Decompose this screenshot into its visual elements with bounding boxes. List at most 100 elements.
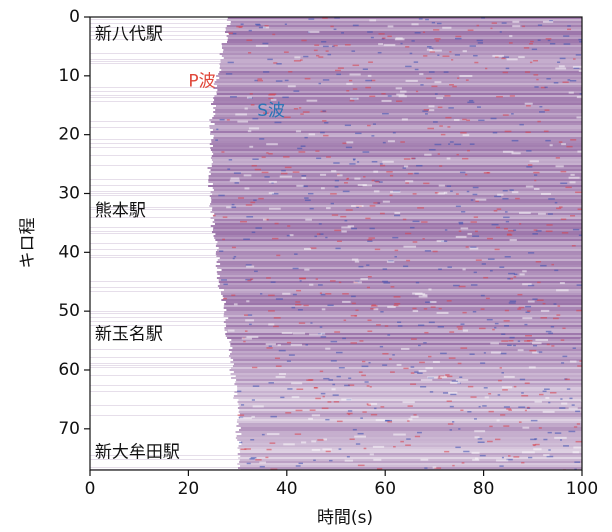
texture-row [212, 209, 582, 211]
texture-row [208, 181, 582, 183]
texture-blip [387, 334, 391, 336]
texture-blip [410, 372, 415, 374]
texture-row [216, 79, 582, 81]
texture-blip [344, 182, 348, 184]
texture-row [212, 129, 582, 131]
texture-light [447, 391, 458, 394]
seismic-texture [90, 17, 582, 470]
texture-blip [467, 29, 474, 31]
texture-blip [524, 382, 530, 385]
texture-row [214, 123, 582, 125]
texture-blip [420, 84, 424, 86]
texture-blip [432, 250, 438, 253]
texture-blip [266, 448, 272, 451]
texture-blip [505, 220, 510, 223]
texture-row [217, 85, 582, 87]
texture-row [239, 461, 582, 463]
texture-blip [433, 29, 440, 31]
texture-light [373, 190, 380, 193]
texture-row [233, 397, 582, 399]
texture-light [422, 294, 428, 297]
texture-blip [221, 151, 225, 153]
texture-light [543, 454, 550, 457]
texture-light [424, 153, 432, 156]
texture-blip [330, 193, 337, 195]
texture-blip [346, 455, 350, 458]
texture-blip [268, 310, 275, 312]
texture-blip [559, 439, 563, 441]
texture-row [229, 369, 582, 371]
texture-blip [275, 365, 282, 367]
texture-row [230, 21, 582, 23]
texture-blip [345, 146, 353, 149]
texture-blip [405, 444, 411, 446]
texture-blip [405, 232, 412, 235]
texture-light [549, 144, 553, 147]
texture-blip [354, 315, 357, 317]
texture-row [238, 417, 582, 419]
texture-blip [509, 95, 515, 97]
texture-blip [344, 384, 350, 387]
texture-light [309, 283, 314, 286]
texture-blip [405, 46, 410, 48]
texture-light [270, 98, 277, 101]
texture-blip [537, 24, 543, 26]
texture-blip [309, 207, 314, 210]
texture-light [436, 240, 445, 243]
texture-blip [502, 56, 510, 58]
texture-blip [537, 120, 541, 123]
texture-light [425, 367, 433, 370]
texture-light [369, 19, 377, 22]
texture-row [238, 411, 582, 413]
texture-blip [423, 308, 428, 310]
texture-blip [221, 279, 228, 281]
texture-blip [338, 367, 345, 369]
texture-blip [328, 379, 334, 381]
texture-streak [90, 311, 225, 312]
texture-blip [342, 293, 349, 295]
texture-blip [557, 61, 561, 63]
texture-blip [449, 84, 454, 86]
texture-blip [451, 59, 454, 61]
texture-row [231, 351, 582, 353]
texture-blip [319, 233, 324, 235]
texture-row [236, 425, 582, 427]
texture-blip [257, 78, 263, 80]
texture-blip [226, 119, 230, 121]
texture-blip [457, 362, 462, 365]
texture-light [387, 306, 396, 309]
texture-blip [381, 93, 386, 95]
texture-blip [543, 130, 549, 133]
texture-blip [377, 51, 382, 54]
texture-blip [501, 22, 507, 24]
texture-blip [472, 235, 480, 237]
texture-blip [318, 284, 323, 286]
texture-blip [288, 70, 293, 73]
texture-blip [223, 283, 228, 286]
texture-light [559, 282, 565, 285]
texture-blip [470, 284, 478, 286]
texture-row [215, 239, 582, 241]
texture-streak [90, 385, 238, 386]
texture-blip [333, 401, 340, 403]
texture-blip [315, 54, 320, 57]
texture-row [224, 311, 582, 313]
texture-blip [544, 388, 550, 390]
texture-light [411, 23, 419, 26]
texture-row [210, 173, 582, 175]
texture-blip [266, 152, 269, 154]
texture-blip [460, 347, 468, 349]
y-tick-label: 30 [58, 183, 80, 203]
texture-light [474, 430, 486, 433]
texture-blip [442, 55, 450, 57]
texture-blip [423, 55, 428, 57]
texture-blip [278, 349, 286, 352]
texture-blip [343, 319, 347, 322]
texture-blip [369, 386, 372, 388]
texture-blip [303, 55, 309, 58]
texture-blip [470, 199, 474, 201]
texture-blip [342, 337, 346, 340]
texture-light [462, 268, 466, 271]
texture-blip [320, 392, 326, 395]
texture-light [561, 143, 566, 146]
